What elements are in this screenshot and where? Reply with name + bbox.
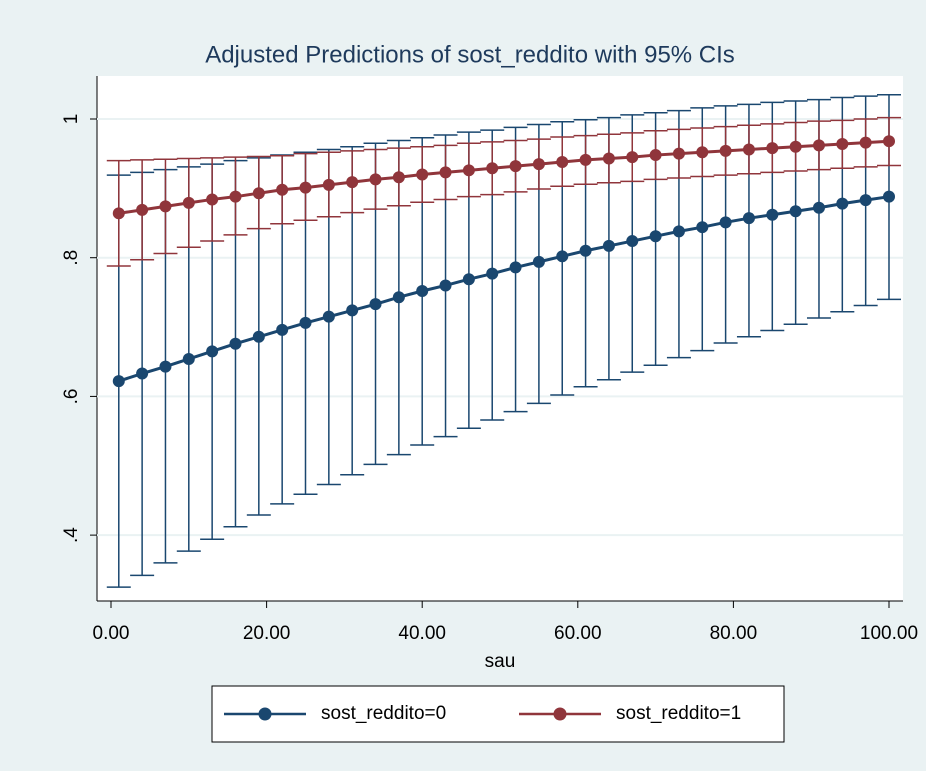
marker	[859, 136, 872, 149]
marker	[836, 197, 849, 210]
legend-label: sost_reddito=0	[321, 703, 446, 724]
marker	[369, 298, 382, 311]
marker	[766, 142, 779, 155]
marker	[626, 235, 639, 248]
marker	[532, 255, 545, 268]
x-tick-label: 0.00	[93, 623, 130, 644]
marker	[182, 196, 195, 209]
marker	[206, 193, 219, 206]
marker	[789, 140, 802, 153]
marker	[252, 330, 265, 343]
plot-layer: .4 .6 .8 1 0.00 20.00 40.00 60.00 80.00 100.00 sos…	[61, 76, 918, 724]
marker	[882, 135, 895, 148]
marker	[766, 208, 779, 221]
marker	[602, 152, 615, 165]
y-tick-label: .4	[61, 527, 82, 543]
chart-title: Adjusted Predictions of sost_reddito wit…	[205, 41, 735, 68]
marker	[229, 337, 242, 350]
marker	[556, 155, 569, 168]
marker	[812, 201, 825, 214]
y-tick-label: .6	[61, 388, 82, 404]
marker	[462, 273, 475, 286]
marker	[136, 203, 149, 216]
marker	[276, 183, 289, 196]
marker	[486, 267, 499, 280]
marker	[299, 181, 312, 194]
marker	[416, 284, 429, 297]
marker	[392, 171, 405, 184]
marker	[719, 144, 732, 157]
marker	[392, 291, 405, 304]
marker	[882, 190, 895, 203]
marker	[742, 212, 755, 225]
marker	[649, 230, 662, 243]
marker	[486, 162, 499, 175]
marker	[836, 137, 849, 150]
marker	[369, 173, 382, 186]
plot-area	[97, 76, 903, 601]
marker	[532, 158, 545, 171]
marker	[299, 316, 312, 329]
marker	[672, 147, 685, 160]
marker	[159, 200, 172, 213]
marker	[626, 151, 639, 164]
marker	[206, 345, 219, 358]
marker	[416, 168, 429, 181]
marker	[182, 352, 195, 365]
x-tick-label: 40.00	[398, 623, 446, 644]
x-tick-label: 100.00	[860, 623, 918, 644]
marker	[602, 239, 615, 252]
marker	[742, 143, 755, 156]
x-tick-label: 80.00	[710, 623, 758, 644]
marker	[346, 176, 359, 189]
marker	[136, 367, 149, 380]
marker	[346, 304, 359, 317]
marker	[509, 160, 522, 173]
x-tick-label: 60.00	[554, 623, 602, 644]
marker	[112, 207, 125, 220]
marker	[672, 225, 685, 238]
marker	[789, 205, 802, 218]
marker	[159, 360, 172, 373]
marker	[322, 310, 335, 323]
x-tick-label: 20.00	[243, 623, 291, 644]
marker	[696, 221, 709, 234]
x-axis-label: sau	[485, 651, 516, 672]
marker	[719, 216, 732, 229]
marker	[322, 178, 335, 191]
marker	[509, 261, 522, 274]
marker	[556, 250, 569, 263]
series-line	[118, 195, 890, 383]
marker	[859, 194, 872, 207]
y-tick-label: 1	[61, 114, 82, 125]
legend-box	[211, 685, 785, 743]
y-tick-label: .8	[61, 250, 82, 266]
marker	[252, 187, 265, 200]
series-line	[118, 139, 890, 215]
legend-marker	[553, 707, 567, 721]
marker	[229, 190, 242, 203]
marker	[649, 149, 662, 162]
marker	[276, 323, 289, 336]
marker	[812, 139, 825, 152]
legend-label: sost_reddito=1	[616, 703, 741, 724]
marker	[462, 164, 475, 177]
marker	[696, 146, 709, 159]
marker	[579, 153, 592, 166]
marker	[579, 244, 592, 257]
legend-marker	[258, 707, 272, 721]
marker	[439, 166, 452, 179]
marker	[439, 279, 452, 292]
marker	[112, 375, 125, 388]
